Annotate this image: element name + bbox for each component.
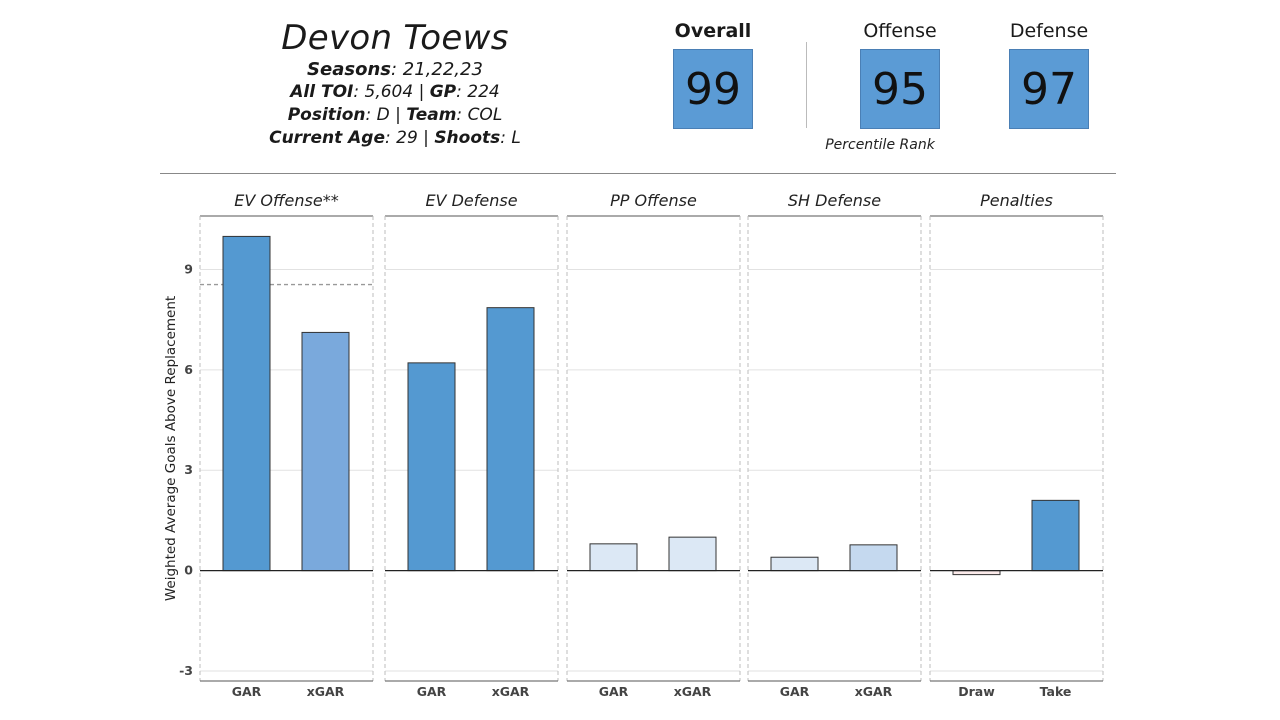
y-tick-label: 3 <box>184 462 193 477</box>
age-value: 29 <box>396 128 418 148</box>
x-tick-label: Draw <box>958 684 995 699</box>
header-divider <box>160 173 1116 174</box>
seasons-line: Seasons: 21,22,23 <box>307 59 483 80</box>
offense-rank-label: Offense <box>863 20 937 42</box>
offense-rank: Offense 95 <box>860 18 940 129</box>
x-tick-label: xGAR <box>307 684 345 699</box>
gp-label: GP <box>429 82 457 102</box>
gp-value: 224 <box>467 82 500 102</box>
y-axis-title: Weighted Average Goals Above Replacement <box>163 296 179 601</box>
age-label: Current Age <box>269 128 385 148</box>
bar-ev-offense-xgar <box>301 331 350 572</box>
y-tick-label: -3 <box>179 663 193 678</box>
rank-divider <box>806 42 807 128</box>
position-value: D <box>376 105 390 125</box>
position-label: Position <box>287 105 366 125</box>
y-tick-label: 9 <box>184 262 193 277</box>
x-tick-label: xGAR <box>674 684 712 699</box>
defense-rank-label: Defense <box>1009 20 1089 42</box>
toi-value: 5,604 <box>364 82 414 102</box>
shoots-value: L <box>511 128 521 148</box>
position-team-line: Position: D | Team: COL <box>287 105 503 125</box>
bar-ev-defense-xgar <box>486 307 535 572</box>
seasons-value: 21,22,23 <box>402 59 483 80</box>
bar-pp-offense-gar <box>589 543 638 572</box>
bar-sh-defense-xgar <box>849 544 898 572</box>
facet-title-pp-offense: PP Offense <box>610 191 697 210</box>
x-tick-label: GAR <box>232 684 262 699</box>
bar-ev-offense-gar <box>222 235 271 572</box>
team-label: Team <box>406 105 457 125</box>
player-name: Devon Toews <box>281 18 509 58</box>
x-tick-label: Take <box>1040 684 1072 699</box>
bar-penalties-take <box>1031 499 1080 572</box>
x-tick-label: xGAR <box>855 684 893 699</box>
x-tick-label: GAR <box>599 684 629 699</box>
facet-title-sh-defense: SH Defense <box>788 191 881 210</box>
shoots-label: Shoots <box>434 128 501 148</box>
player-header: Devon Toews Seasons: 21,22,23 All TOI: 5… <box>230 18 560 150</box>
offense-rank-value: 95 <box>860 49 940 129</box>
x-tick-label: GAR <box>417 684 447 699</box>
x-tick-label: xGAR <box>492 684 530 699</box>
toi-label: All TOI <box>290 82 354 102</box>
facet-title-ev-defense: EV Defense <box>425 191 517 210</box>
percentile-caption: Percentile Rank <box>825 137 935 153</box>
bar-pp-offense-xgar <box>668 536 717 572</box>
facet-title-ev-offense: EV Offense** <box>234 191 338 210</box>
x-tick-label: GAR <box>780 684 810 699</box>
defense-rank-value: 97 <box>1009 49 1089 129</box>
defense-rank: Defense 97 <box>1009 18 1089 129</box>
y-tick-label: 0 <box>184 563 193 578</box>
facet-title-penalties: Penalties <box>980 191 1053 210</box>
overall-rank: Overall 99 <box>673 18 753 129</box>
y-tick-label: 6 <box>184 362 193 377</box>
overall-rank-value: 99 <box>673 49 753 129</box>
age-shoots-line: Current Age: 29 | Shoots: L <box>269 128 521 148</box>
bar-sh-defense-gar <box>770 556 819 572</box>
bar-ev-defense-gar <box>407 362 456 572</box>
seasons-label: Seasons <box>307 59 391 80</box>
overall-rank-label: Overall <box>674 20 752 42</box>
toi-gp-line: All TOI: 5,604 | GP: 224 <box>290 82 500 102</box>
team-value: COL <box>467 105 503 125</box>
